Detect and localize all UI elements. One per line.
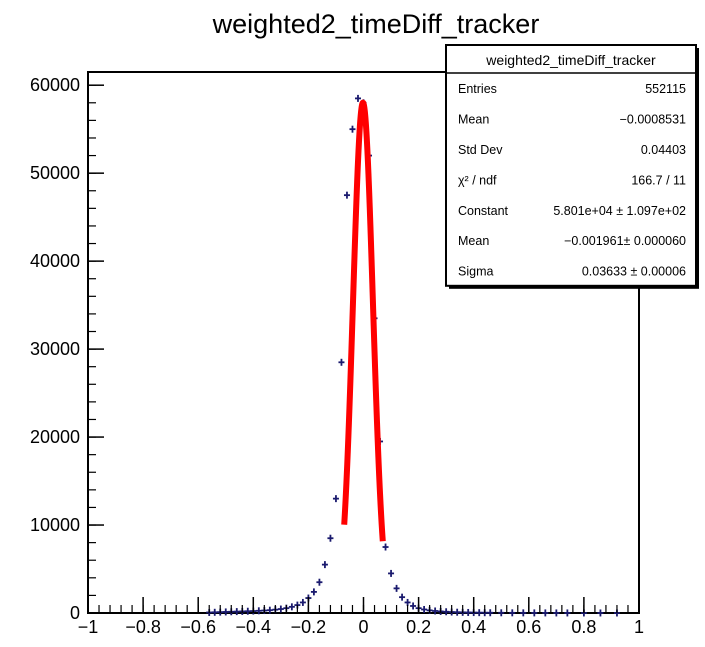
x-tick-label: 1: [634, 617, 644, 637]
data-point: [316, 578, 323, 586]
data-point: [388, 569, 395, 577]
data-point: [332, 495, 339, 503]
x-tick-label: −0.6: [180, 617, 216, 637]
y-tick-label: 20000: [30, 427, 80, 447]
stats-row-value: 0.03633 ± 0.00006: [582, 265, 686, 279]
y-tick-label: 60000: [30, 75, 80, 95]
stats-row-name: χ² / ndf: [458, 173, 497, 187]
stats-row-name: Sigma: [458, 265, 493, 279]
stats-row-value: 5.801e+04 ± 1.097e+02: [553, 204, 686, 218]
data-point: [255, 607, 262, 615]
x-tick-label: 0.2: [406, 617, 431, 637]
data-point: [299, 598, 306, 606]
x-tick-label: −0.4: [236, 617, 272, 637]
y-tick-label: 10000: [30, 515, 80, 535]
data-point: [520, 609, 527, 617]
data-point: [321, 561, 328, 569]
x-tick-label: −1: [78, 617, 99, 637]
data-point: [553, 609, 560, 617]
x-tick-label: 0.6: [516, 617, 541, 637]
data-point: [343, 191, 350, 199]
data-point: [421, 605, 428, 613]
data-point: [542, 609, 549, 617]
data-point: [454, 608, 461, 616]
data-point: [310, 588, 317, 596]
data-point: [410, 602, 417, 610]
stats-box: [445, 44, 697, 287]
data-point: [443, 608, 450, 616]
data-point: [597, 609, 604, 617]
data-point: [382, 543, 389, 551]
stats-row-value: 166.7 / 11: [631, 173, 686, 187]
stats-row-value: 0.04403: [641, 143, 686, 157]
data-point: [465, 608, 472, 616]
stats-row-value: 552115: [645, 82, 686, 96]
x-tick-label: 0: [358, 617, 368, 637]
fit-curve: [341, 99, 386, 542]
data-point: [564, 609, 571, 617]
stats-row-name: Std Dev: [458, 143, 503, 157]
data-point: [509, 609, 516, 617]
stats-row-name: Mean: [458, 234, 489, 248]
data-point: [222, 608, 229, 616]
x-tick-label: 0.8: [571, 617, 596, 637]
data-point: [338, 358, 345, 366]
data-point: [354, 94, 361, 102]
y-tick-label: 30000: [30, 339, 80, 359]
data-point: [404, 598, 411, 606]
data-point: [487, 609, 494, 617]
data-point: [233, 608, 240, 616]
data-point: [432, 607, 439, 615]
data-point: [476, 609, 483, 617]
x-tick-label: −0.2: [291, 617, 327, 637]
stats-row-name: Entries: [458, 82, 497, 96]
stats-row-name: Mean: [458, 113, 489, 127]
data-point: [211, 608, 218, 616]
stats-row-value: −0.001961± 0.000060: [564, 234, 686, 248]
chart-title: weighted2_timeDiff_tracker: [212, 9, 540, 39]
data-point: [288, 603, 295, 611]
data-point: [393, 584, 400, 592]
data-point: [531, 609, 538, 617]
stats-box-title: weighted2_timeDiff_tracker: [485, 52, 656, 68]
data-point: [399, 593, 406, 601]
x-tick-label: −0.8: [125, 617, 161, 637]
stats-row-name: Constant: [458, 204, 509, 218]
stats-row-value: −0.0008531: [620, 113, 686, 127]
data-point: [266, 606, 273, 614]
data-point: [498, 609, 505, 617]
y-tick-label: 40000: [30, 251, 80, 271]
y-tick-label: 0: [70, 603, 80, 623]
data-point: [277, 605, 284, 613]
data-point: [349, 125, 356, 133]
x-tick-label: 0.4: [461, 617, 486, 637]
data-point: [327, 534, 334, 542]
y-tick-label: 50000: [30, 163, 80, 183]
data-point: [244, 607, 251, 615]
